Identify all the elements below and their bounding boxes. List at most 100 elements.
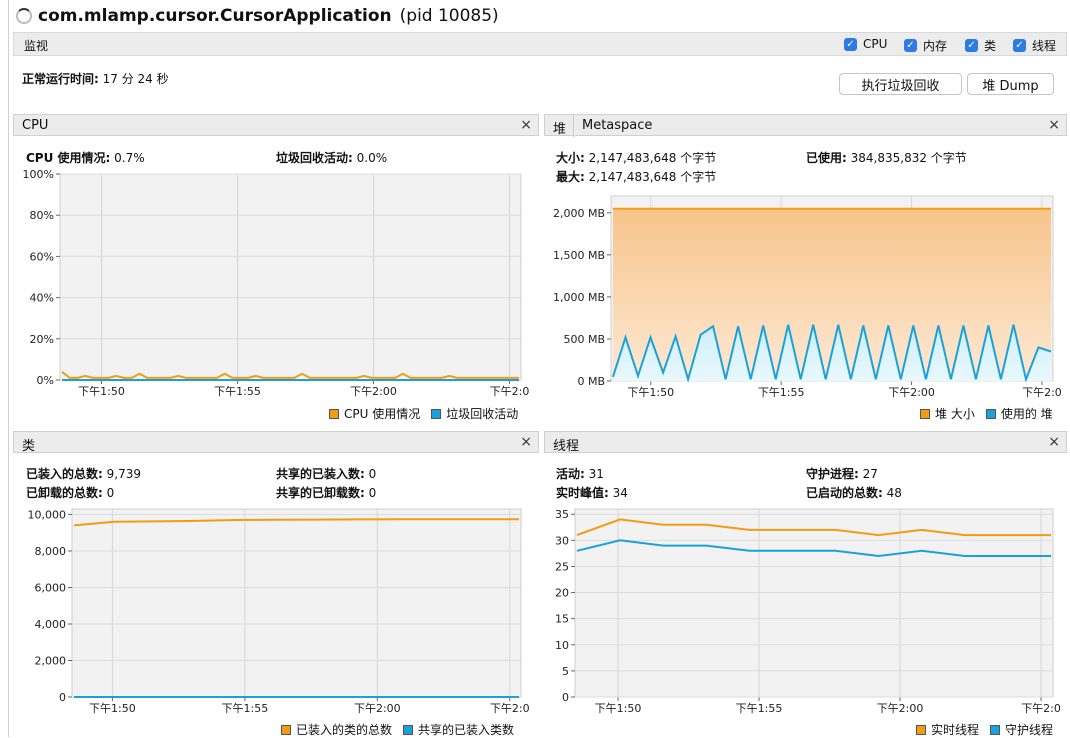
classes-panel-header: 类 × xyxy=(13,431,539,454)
x-tick-label: 下午1:55 xyxy=(214,385,261,398)
y-tick-label: 20% xyxy=(30,333,54,346)
cpu-legend-usage: CPU 使用情况 xyxy=(344,407,421,421)
x-tick-label: 下午1:55 xyxy=(758,386,805,399)
threads-panel: 线程 × 活动: 31 实时峰值: 34 守护进程: 27 已启动的总数: 48… xyxy=(544,431,1067,737)
plot-area xyxy=(59,173,522,381)
close-icon[interactable]: × xyxy=(1048,117,1060,133)
heap-legend: 堆 大小 使用的 堆 xyxy=(920,405,1053,422)
x-tick-label: 下午1:55 xyxy=(222,702,269,715)
threads-daemon-label: 守护进程: xyxy=(806,467,859,481)
threads-panel-title: 线程 xyxy=(553,439,580,454)
y-tick-label: 1,500 MB xyxy=(553,249,605,262)
heap-panel-header: 堆 Metaspace × xyxy=(544,114,1067,137)
y-tick-label: 500 MB xyxy=(563,333,605,346)
threads-live-stat: 活动: 31 xyxy=(556,465,604,482)
heap-chart: 下午1:50 下午1:55 下午2:00 下午2:0 0 MB 500 MB 1,000 M… xyxy=(553,195,1062,399)
cpu-usage-stat: CPU 使用情况: 0.7% xyxy=(26,149,145,166)
cpu-panel-title: CPU xyxy=(22,118,49,133)
heap-panel: 堆 Metaspace × 大小: 2,147,483,648 个字节 最大: … xyxy=(544,114,1067,426)
cpu-chart: 下午1:50 下午1:55 下午2:00 下午2:0 0% 20% 40% 60% 80% 100… xyxy=(23,170,530,398)
y-tick-label: 0 xyxy=(562,691,569,704)
threads-daemon-value: 27 xyxy=(862,467,878,481)
x-tick-label: 下午2:0 xyxy=(490,702,530,715)
threads-peak-label: 实时峰值: xyxy=(556,486,609,500)
y-tick-label: 0 MB xyxy=(577,375,605,388)
checkbox-classes-label: 类 xyxy=(984,39,997,53)
threads-peak-stat: 实时峰值: 34 xyxy=(556,484,628,501)
x-tick-label: 下午2:0 xyxy=(490,385,530,398)
threads-peak-value: 34 xyxy=(612,486,628,500)
gc-activity-label: 垃圾回收活动: xyxy=(276,151,353,165)
window-title: com.mlamp.cursor.CursorApplication (pid … xyxy=(16,4,499,28)
heap-used-value: 384,835,832 个字节 xyxy=(850,151,967,165)
threads-started-label: 已启动的总数: xyxy=(806,486,883,500)
checkbox-threads-label: 线程 xyxy=(1032,39,1057,53)
monitor-bar: 监视 ✓ CPU ✓ 内存 ✓ 类 ✓ 线程 xyxy=(13,32,1067,56)
close-icon[interactable]: × xyxy=(520,434,532,450)
series-line-cpu-0 xyxy=(61,371,519,379)
cpu-legend: CPU 使用情况 垃圾回收活动 xyxy=(329,405,518,422)
shared-unloaded-label: 共享的已卸载数: xyxy=(276,486,365,500)
y-tick-label: 6,000 xyxy=(35,581,67,594)
checkbox-classes[interactable]: ✓ 类 xyxy=(965,37,996,54)
shared-unloaded-stat: 共享的已卸载数: 0 xyxy=(276,484,376,501)
series-line-heap-1 xyxy=(612,324,1052,383)
checkbox-memory-label: 内存 xyxy=(923,39,948,53)
classes-chart: 下午1:50 下午1:55 下午2:00 下午2:002,0004,0006,0008… xyxy=(28,508,530,715)
y-tick-label: 80% xyxy=(30,209,54,222)
pid-label: (pid 10085) xyxy=(399,6,499,26)
checkbox-threads[interactable]: ✓ 线程 xyxy=(1013,37,1056,54)
threads-legend: 实时线程 守护线程 xyxy=(916,721,1053,738)
checkmark-icon: ✓ xyxy=(1013,39,1026,52)
x-tick-label: 下午2:0 xyxy=(1022,386,1062,399)
heap-dump-button[interactable]: 堆 Dump xyxy=(967,73,1054,95)
heap-legend-size: 堆 大小 xyxy=(935,407,975,421)
threads-started-stat: 已启动的总数: 48 xyxy=(806,484,902,501)
y-tick-label: 10,000 xyxy=(28,508,67,521)
x-tick-label: 下午2:00 xyxy=(877,702,924,715)
threads-live-value: 31 xyxy=(588,467,604,481)
close-icon[interactable]: × xyxy=(1048,434,1060,450)
y-tick-label: 20 xyxy=(555,587,569,600)
x-tick-label: 下午2:0 xyxy=(1021,702,1061,715)
classes-loaded-value: 9,739 xyxy=(106,467,141,481)
y-tick-label: 15 xyxy=(555,613,569,626)
y-tick-label: 25 xyxy=(555,560,569,573)
uptime-value: 17 分 24 秒 xyxy=(102,72,169,86)
perform-gc-button[interactable]: 执行垃圾回收 xyxy=(839,73,962,95)
checkbox-cpu[interactable]: ✓ CPU xyxy=(844,37,887,51)
series-line-classes-0 xyxy=(73,518,519,527)
classes-loaded-stat: 已装入的总数: 9,739 xyxy=(26,465,141,482)
tab-metaspace[interactable]: Metaspace xyxy=(582,118,653,133)
plot-area xyxy=(574,508,1054,698)
heap-max-stat: 最大: 2,147,483,648 个字节 xyxy=(556,168,716,185)
close-icon[interactable]: × xyxy=(520,117,532,133)
classes-loaded-label: 已装入的总数: xyxy=(26,467,103,481)
heap-max-label: 最大: xyxy=(556,170,585,184)
y-tick-label: 100% xyxy=(23,170,54,181)
y-tick-label: 2,000 MB xyxy=(553,207,605,220)
heap-size-label: 大小: xyxy=(556,151,585,165)
x-tick-label: 下午1:50 xyxy=(78,385,125,398)
legend-swatch-orange xyxy=(329,408,339,419)
tab-heap[interactable]: 堆 xyxy=(553,122,567,137)
threads-daemon-stat: 守护进程: 27 xyxy=(806,465,878,482)
y-tick-label: 35 xyxy=(555,508,569,521)
y-tick-label: 5 xyxy=(562,665,569,678)
checkbox-memory[interactable]: ✓ 内存 xyxy=(904,37,947,54)
y-tick-label: 4,000 xyxy=(35,618,67,631)
checkbox-cpu-label: CPU xyxy=(863,37,888,51)
x-tick-label: 下午2:00 xyxy=(350,385,397,398)
tab-separator xyxy=(573,115,575,137)
threads-legend-live: 实时线程 xyxy=(931,723,980,737)
threads-legend-daemon: 守护线程 xyxy=(1005,723,1054,737)
heap-legend-used: 使用的 堆 xyxy=(1000,407,1053,421)
uptime: 正常运行时间: 17 分 24 秒 xyxy=(22,70,169,87)
classes-panel: 类 × 已装入的总数: 9,739 已卸载的总数: 0 共享的已装入数: 0 共… xyxy=(13,431,539,737)
legend-swatch-blue xyxy=(985,408,996,419)
gc-activity-stat: 垃圾回收活动: 0.0% xyxy=(276,149,387,166)
classes-legend-shared: 共享的已装入类数 xyxy=(418,723,515,737)
cpu-usage-value: 0.7% xyxy=(114,151,145,165)
threads-started-value: 48 xyxy=(886,486,902,500)
